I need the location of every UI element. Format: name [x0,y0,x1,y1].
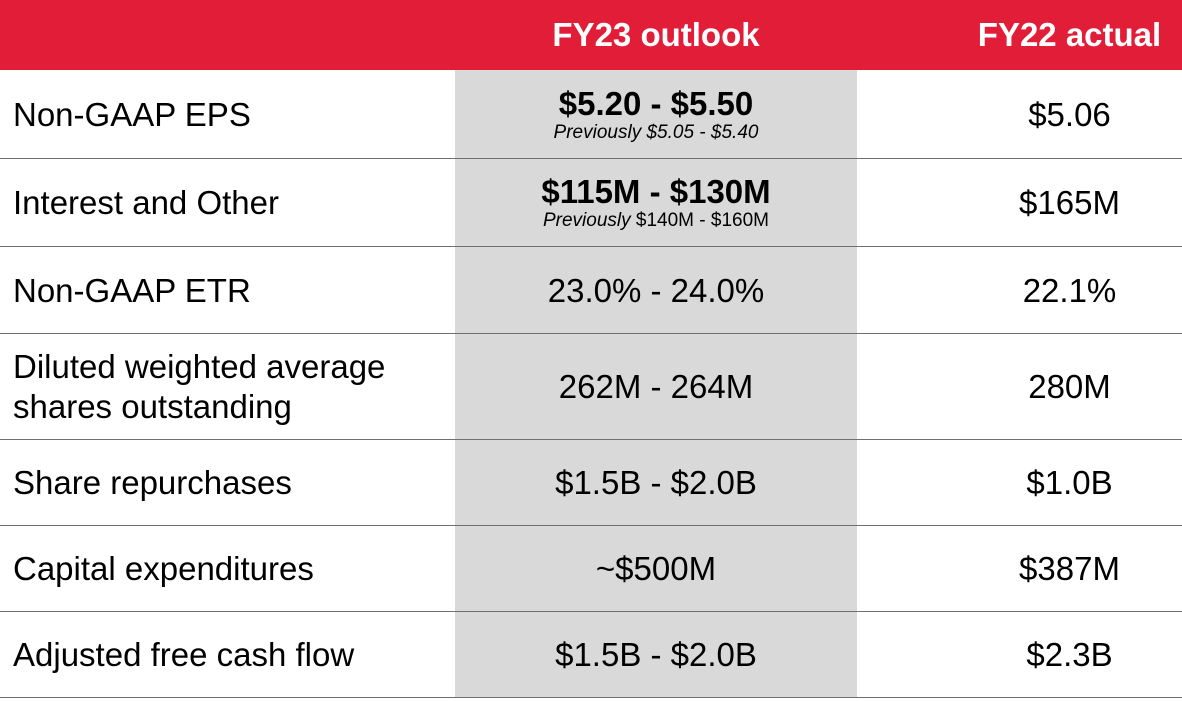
row-outlook: 262M - 264M [558,368,754,405]
row-divider [0,439,1182,440]
table-row: Interest and Other $115M - $130M Previou… [0,159,1182,247]
row-divider [0,333,1182,334]
row-label: Share repurchases [13,464,292,501]
row-actual: $5.06 [1028,95,1111,133]
row-label: Non-GAAP ETR [13,271,251,309]
table-row: Adjusted free cash flow $1.5B - $2.0B $2… [0,612,1182,698]
row-label: Non-GAAP EPS [13,95,251,133]
previous-outlook-value: $140M - $160M [630,210,769,231]
previous-outlook: Previously $5.05 - $5.40 [554,122,759,144]
row-outlook: ~$500M [595,550,717,587]
table-row: Capital expenditures ~$500M $387M [0,526,1182,612]
row-actual: $1.0B [1026,464,1113,501]
table-row: Share repurchases $1.5B - $2.0B $1.0B [0,440,1182,526]
previous-outlook: Previously $140M - $160M [543,210,769,232]
row-actual: $165M [1019,184,1120,221]
row-label: Diluted weighted average shares outstand… [13,348,386,425]
previous-outlook-prefix: Previously [542,210,631,231]
row-outlook: $1.5B - $2.0B [555,464,757,501]
header-fy22-actual: FY22 actual [977,16,1162,53]
row-outlook: $115M - $130M Previously $140M - $160M [455,159,857,247]
row-actual: $387M [1019,550,1120,587]
table-row: Diluted weighted average shares outstand… [0,334,1182,440]
row-actual: $2.3B [1026,636,1113,673]
outlook-column-shading [455,70,857,697]
row-outlook: 23.0% - 24.0% [547,271,765,309]
table-header: FY23 outlook FY22 actual [0,0,1182,70]
header-fy23-outlook: FY23 outlook [552,16,760,53]
row-divider [0,611,1182,612]
row-label: Interest and Other [13,184,279,221]
row-outlook: $5.20 - $5.50 Previously $5.05 - $5.40 [455,70,857,159]
outlook-value: $115M - $130M [541,173,771,210]
row-divider [0,525,1182,526]
row-outlook: $1.5B - $2.0B [555,636,757,673]
table-row: Non-GAAP ETR 23.0% - 24.0% 22.1% [0,247,1182,334]
row-actual: 280M [1028,368,1111,405]
table-row: Non-GAAP EPS $5.20 - $5.50 Previously $5… [0,70,1182,159]
row-label: Capital expenditures [13,550,314,587]
previous-outlook-text: Previously $5.05 - $5.40 [553,121,759,143]
outlook-value: $5.20 - $5.50 [558,84,754,122]
row-divider [0,697,1182,698]
row-actual: 22.1% [1022,271,1117,309]
row-divider [0,158,1182,159]
row-divider [0,246,1182,247]
row-label: Adjusted free cash flow [13,636,355,673]
